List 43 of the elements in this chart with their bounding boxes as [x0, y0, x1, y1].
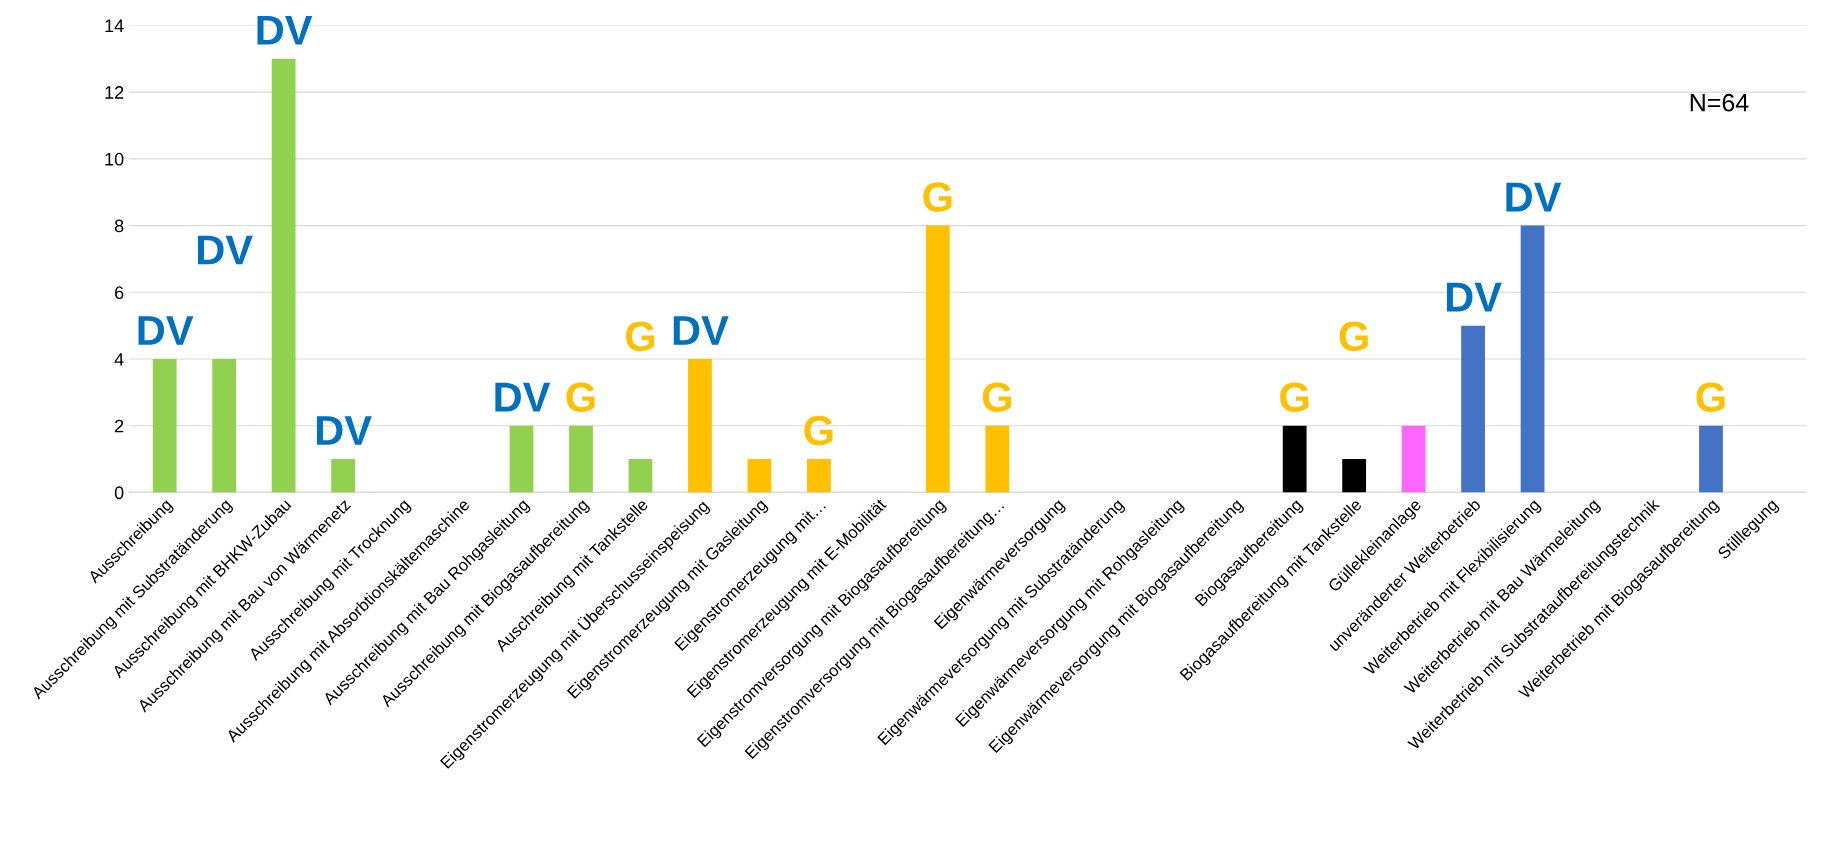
bar: [212, 359, 237, 493]
annotation: G: [982, 382, 1011, 412]
y-tick-label: 2: [115, 419, 124, 433]
y-tick-label: 12: [105, 86, 124, 99]
annotation: G: [1339, 321, 1368, 352]
bar: [985, 425, 1010, 493]
bar: [509, 425, 534, 493]
bar: [569, 425, 593, 493]
y-tick-label: 10: [105, 152, 124, 166]
bar: [1282, 425, 1307, 493]
annotation: DV: [495, 382, 551, 412]
bar: [1461, 325, 1485, 493]
annotation: G: [804, 415, 833, 446]
bar: [628, 459, 653, 493]
annotation: DV: [257, 15, 313, 45]
bar: [1401, 425, 1426, 493]
annotation: DV: [138, 316, 194, 345]
y-tick-label: 8: [114, 219, 124, 233]
annotation: G: [566, 382, 595, 412]
y-tick-label: 14: [105, 19, 124, 33]
bar: [747, 459, 772, 493]
bar: [925, 225, 950, 493]
annotation: DV: [316, 416, 372, 445]
annotation: DV: [1446, 282, 1502, 312]
annotation: G: [923, 182, 952, 212]
bar: [1699, 425, 1723, 493]
annotation: G: [1696, 382, 1725, 412]
annotation: DV: [673, 316, 729, 345]
bar: [152, 359, 177, 493]
bar: [688, 359, 712, 493]
annotation: G: [1280, 382, 1309, 412]
annotation: G: [625, 321, 655, 352]
bar: [1342, 459, 1367, 493]
y-tick-label: 4: [114, 353, 124, 366]
annotation: DV: [1506, 182, 1562, 212]
annotation: DV: [198, 235, 253, 265]
bar: [1520, 225, 1545, 493]
bar: [807, 459, 831, 493]
bar: [271, 58, 296, 493]
y-tick-label: 6: [115, 286, 124, 300]
annotation: N=64: [1690, 93, 1749, 112]
bar: [331, 459, 356, 493]
y-tick-label: 0: [114, 486, 124, 500]
